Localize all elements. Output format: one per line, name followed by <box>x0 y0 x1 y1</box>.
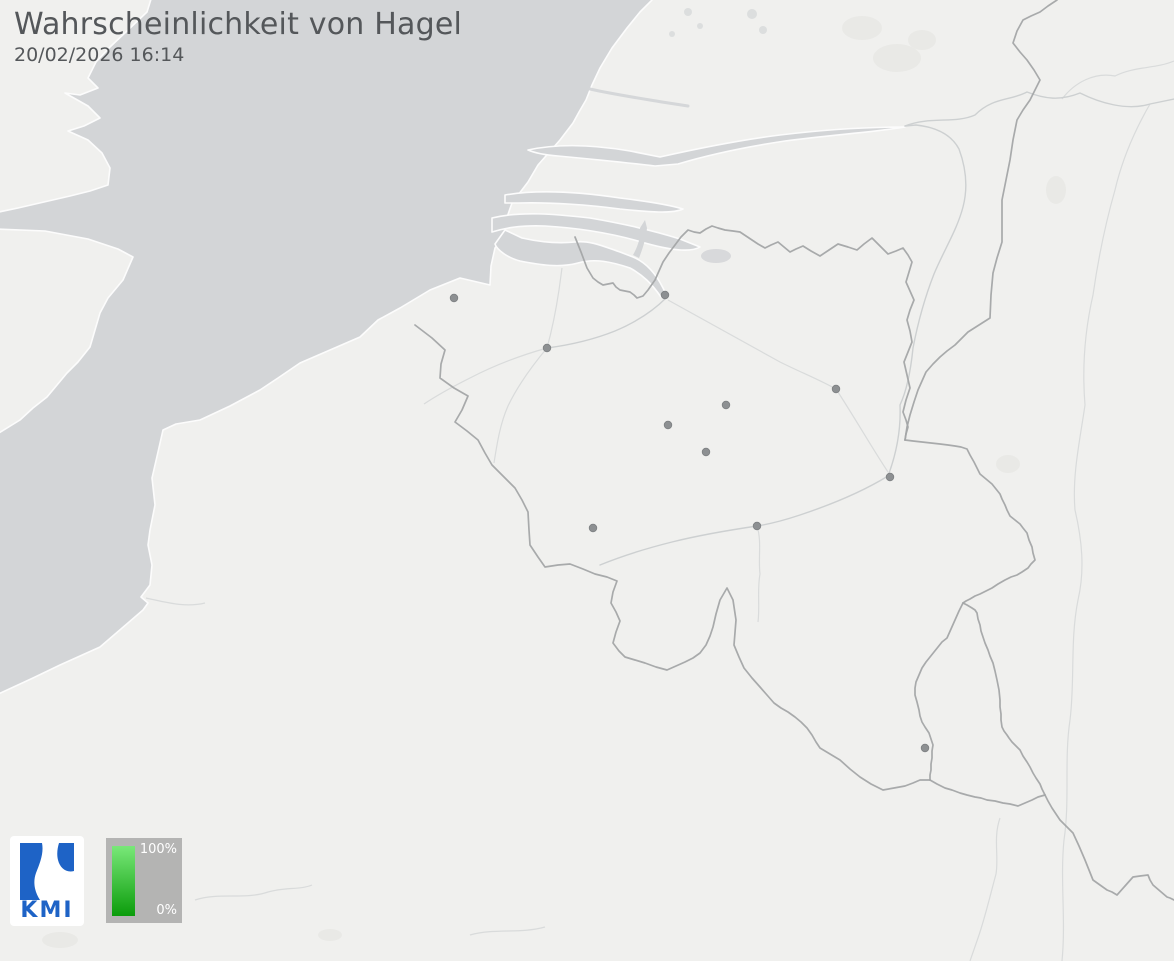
lake <box>684 8 692 16</box>
maas-river <box>887 124 967 477</box>
upper-schelde-river <box>493 347 548 464</box>
waal-river <box>904 91 1174 127</box>
legend-gradient-bar <box>112 846 135 916</box>
border-france-luxembourg <box>929 779 1046 807</box>
city-dot <box>660 290 670 300</box>
header: Wahrscheinlichkeit von Hagel 20/02/2026 … <box>14 7 463 66</box>
border-netherlands-germany <box>904 0 1058 441</box>
city-dot <box>588 523 598 533</box>
grevelingen <box>504 190 684 213</box>
north-sea <box>0 0 653 695</box>
city-dot <box>721 400 731 410</box>
kmi-logo: KMI <box>10 836 84 926</box>
schelde-river <box>546 297 667 349</box>
french-river <box>194 884 313 901</box>
rhine-river <box>1061 103 1151 961</box>
legend-min-label: 0% <box>156 903 177 918</box>
markiezaat-water <box>701 249 731 263</box>
lake <box>747 9 757 19</box>
meuse-sambre-river <box>599 475 889 566</box>
leie-river <box>423 347 548 405</box>
border-luxembourg-germany <box>962 602 1046 796</box>
haringvliet-hollandsdiep <box>527 126 906 167</box>
gent-terneuzen-canal <box>546 267 563 349</box>
city-dot <box>542 343 552 353</box>
albert-canal <box>667 299 889 473</box>
lake <box>697 23 703 29</box>
city-dot <box>752 521 762 531</box>
city-dot <box>701 447 711 457</box>
nieuwe-waterweg <box>588 87 690 108</box>
moselle-river <box>969 817 1001 961</box>
border-belgium-germany <box>904 439 1036 604</box>
lake <box>669 31 675 37</box>
city-dot <box>920 743 930 753</box>
legend-max-label: 100% <box>139 842 177 857</box>
country-borders <box>414 0 1174 901</box>
page-title: Wahrscheinlichkeit von Hagel <box>14 7 463 42</box>
timestamp: 20/02/2026 16:14 <box>14 43 185 66</box>
city-dot <box>831 384 841 394</box>
schelde-rijn-arm <box>633 220 647 258</box>
border-france-belgium <box>414 324 931 791</box>
border-belgium-netherlands <box>574 225 915 441</box>
kmi-logo-text: KMI <box>20 898 74 923</box>
oosterschelde <box>491 213 701 252</box>
rivers <box>145 60 1174 961</box>
city-dot <box>449 293 459 303</box>
kmi-logo-icon <box>20 843 74 900</box>
border-france-germany <box>1044 794 1174 901</box>
probability-legend: 100% 0% <box>106 838 182 923</box>
nederrijn-river <box>1061 60 1174 100</box>
forest-patches <box>42 16 1066 948</box>
england-kent-coast <box>0 228 134 434</box>
somme-river <box>145 597 206 606</box>
french-river <box>469 926 546 936</box>
lake <box>759 26 767 34</box>
england-essex-coast <box>0 0 152 213</box>
city-dot <box>885 472 895 482</box>
meuse-south-river <box>756 525 761 623</box>
city-dot <box>663 420 673 430</box>
city-dots <box>449 290 930 753</box>
border-belgium-luxembourg <box>914 602 964 781</box>
